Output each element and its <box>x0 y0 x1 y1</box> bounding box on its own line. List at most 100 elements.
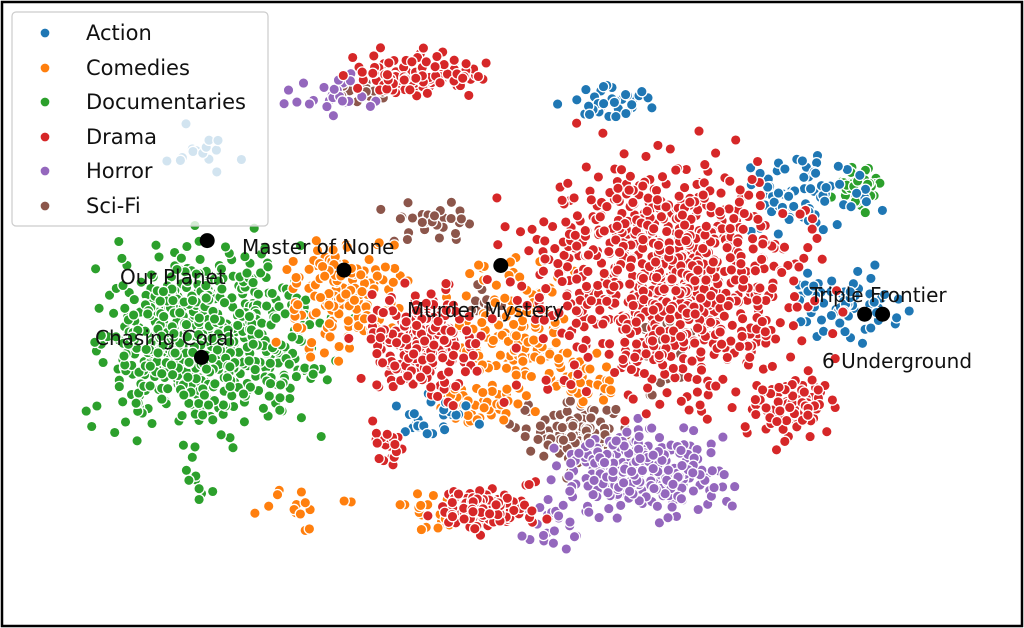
point-comedies <box>394 498 406 511</box>
point-drama <box>624 170 637 183</box>
point-documentaries <box>257 402 270 415</box>
point-comedies <box>271 488 284 501</box>
point-action <box>892 293 905 305</box>
point-drama <box>756 238 769 250</box>
point-drama <box>735 257 747 270</box>
point-drama <box>579 224 592 237</box>
point-sci-fi <box>416 216 429 229</box>
point-drama <box>698 176 711 189</box>
point-drama <box>627 299 640 312</box>
point-drama <box>367 50 380 62</box>
point-drama <box>700 274 712 286</box>
point-drama <box>801 241 814 254</box>
point-documentaries <box>274 391 286 404</box>
point-drama <box>717 373 729 386</box>
point-drama <box>387 380 400 393</box>
point-drama <box>653 349 666 362</box>
point-documentaries <box>161 382 174 395</box>
point-drama <box>739 420 752 433</box>
point-drama <box>585 193 598 206</box>
point-sci-fi <box>566 420 579 432</box>
point-action <box>473 418 486 431</box>
point-drama <box>561 260 574 273</box>
point-comedies <box>305 336 318 349</box>
point-drama <box>460 324 473 337</box>
point-documentaries <box>215 428 227 441</box>
point-comedies <box>373 236 386 249</box>
point-comedies <box>342 314 355 327</box>
point-drama <box>669 164 682 176</box>
point-documentaries <box>266 287 279 300</box>
point-action <box>610 110 622 123</box>
point-documentaries <box>182 371 194 384</box>
highlight-point-chasing-coral <box>194 349 209 365</box>
legend-label-documentaries: Documentaries <box>86 90 246 114</box>
point-comedies <box>338 495 350 507</box>
point-drama <box>749 408 762 421</box>
point-drama <box>655 210 668 223</box>
point-comedies <box>290 271 302 284</box>
point-documentaries <box>155 393 168 405</box>
point-documentaries <box>146 417 158 430</box>
point-drama <box>661 386 673 399</box>
highlight-point-6-underground <box>875 306 891 322</box>
point-action <box>817 223 830 236</box>
point-drama <box>601 200 613 213</box>
point-horror <box>548 525 561 537</box>
point-documentaries <box>224 380 236 393</box>
point-drama <box>580 161 593 173</box>
point-drama <box>388 360 401 372</box>
point-documentaries <box>127 309 140 321</box>
point-drama <box>356 66 369 78</box>
point-comedies <box>525 370 538 383</box>
annotation-chasing-coral: Chasing Coral <box>95 326 234 350</box>
point-drama <box>760 402 772 414</box>
point-drama <box>597 318 609 330</box>
point-horror <box>563 470 575 482</box>
point-horror <box>327 109 340 122</box>
point-documentaries <box>262 260 274 273</box>
point-drama <box>783 401 796 414</box>
point-action <box>390 400 403 412</box>
point-documentaries <box>274 379 287 391</box>
point-drama <box>511 294 524 307</box>
legend-label-comedies: Comedies <box>86 56 190 80</box>
point-documentaries <box>190 268 203 280</box>
point-drama <box>514 225 527 238</box>
point-drama <box>480 57 492 69</box>
point-drama <box>737 273 750 286</box>
point-documentaries <box>200 363 213 375</box>
point-horror <box>564 516 576 528</box>
point-drama <box>469 337 482 350</box>
point-drama <box>534 303 547 316</box>
point-drama <box>346 51 359 64</box>
point-drama <box>724 222 737 235</box>
point-documentaries <box>273 300 285 313</box>
point-comedies <box>354 268 367 281</box>
point-documentaries <box>177 389 190 401</box>
point-horror <box>676 459 688 472</box>
point-drama <box>691 386 704 398</box>
point-drama <box>666 273 678 285</box>
point-documentaries <box>249 363 262 376</box>
point-sci-fi <box>534 420 547 432</box>
point-comedies <box>324 331 336 343</box>
point-sci-fi <box>537 450 550 463</box>
point-documentaries <box>206 413 219 426</box>
point-drama <box>743 351 756 364</box>
point-documentaries <box>252 288 265 301</box>
point-documentaries <box>252 327 265 340</box>
point-drama <box>751 294 763 306</box>
point-drama <box>794 208 806 220</box>
point-comedies <box>512 398 524 410</box>
point-drama <box>694 292 707 305</box>
point-drama <box>747 243 760 255</box>
point-documentaries <box>263 390 276 402</box>
point-drama <box>640 407 653 420</box>
point-drama <box>449 380 462 393</box>
point-documentaries <box>321 373 334 386</box>
point-horror <box>633 430 646 443</box>
point-horror <box>573 447 585 460</box>
point-drama <box>366 288 378 301</box>
point-horror <box>291 96 303 108</box>
